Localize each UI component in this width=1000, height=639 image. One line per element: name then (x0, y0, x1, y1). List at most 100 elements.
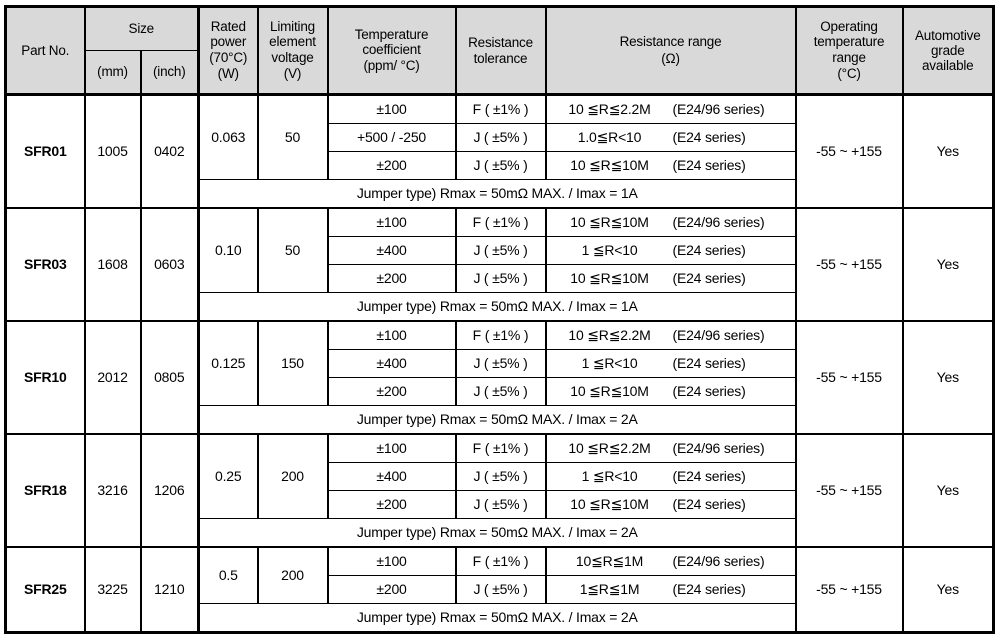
part-no-cell: SFR03 (4, 207, 86, 322)
rated-power-cell: 0.25 (197, 433, 259, 519)
resistance-range-cell: 10 ≦R≦2.2M (E24/96 series) (544, 320, 797, 350)
range-series: (E24 series) (672, 468, 746, 485)
temp-coeff-cell: ±200 (326, 575, 457, 604)
tolerance-cell: J ( ±5% ) (454, 264, 547, 293)
temp-coeff-cell: ±200 (326, 377, 457, 406)
size-mm-cell: 3225 (83, 546, 142, 633)
temp-coeff-cell: ±200 (326, 264, 457, 293)
automotive-cell: Yes (901, 433, 995, 548)
jumper-row: Jumper type) Rmax = 50mΩ MAX. / Imax = 1… (6, 292, 994, 322)
range-value: 1 ≦R<10 (581, 242, 638, 259)
spec-row: SFR18 3216 1206 0.25 200 ±100 F ( ±1% ) 10 ≦R≦2… (4, 433, 995, 548)
range-series: (E24 series) (672, 581, 746, 598)
range-series: (E24/96 series) (672, 101, 765, 118)
spec-row: ±200 J ( ±5% ) 10 ≦R≦10M (E24 series) (6, 151, 994, 180)
spec-row: SFR03 1608 0603 0.10 50 ±100 F ( ±1% ) 10 ≦R≦10… (4, 207, 995, 322)
range-value: 10 ≦R≦10M (570, 270, 649, 287)
resistance-range-cell: 1≦R≦1M (E24 series) (544, 575, 797, 604)
range-value: 1≦R≦1M (579, 581, 640, 598)
resistance-range-cell: 1 ≦R<10 (E24 series) (544, 349, 797, 378)
tolerance-cell: J ( ±5% ) (454, 462, 547, 491)
range-series: (E24 series) (672, 157, 746, 174)
range-value: 1.0≦R<10 (577, 129, 642, 146)
tolerance-cell: J ( ±5% ) (454, 123, 547, 152)
spec-row: ±200 J ( ±5% ) 10 ≦R≦10M (E24 series) (6, 490, 994, 519)
range-series: (E24/96 series) (672, 553, 765, 570)
size-mm-cell: 1608 (83, 207, 142, 322)
spec-row: SFR01 1005 0402 0.063 50 ±100 F ( ±1% ) 10 ≦R≦2… (4, 93, 995, 209)
header-limiting-voltage: Limiting element voltage (V) (256, 6, 329, 96)
range-value: 10 ≦R≦2.2M (568, 101, 651, 118)
op-temp-cell: -55 ~ +155 (794, 433, 904, 548)
op-temp-cell: -55 ~ +155 (794, 207, 904, 322)
temp-coeff-cell: ±200 (326, 151, 457, 180)
size-mm-cell: 2012 (83, 320, 142, 435)
header-range-unit: (Ω) (661, 50, 680, 66)
automotive-cell: Yes (901, 546, 995, 633)
part-no-cell: SFR10 (4, 320, 86, 435)
jumper-note-cell: Jumper type) Rmax = 50mΩ MAX. / Imax = 1… (197, 179, 797, 209)
range-value: 10 ≦R≦10M (570, 214, 649, 231)
tolerance-cell: F ( ±1% ) (454, 320, 547, 350)
jumper-note-cell: Jumper type) Rmax = 50mΩ MAX. / Imax = 1… (197, 292, 797, 322)
header-tolerance: Resistance tolerance (454, 6, 547, 96)
range-value: 1 ≦R<10 (581, 468, 638, 485)
header-size: Size (83, 6, 200, 51)
header-limiting-voltage-unit: (V) (283, 65, 302, 81)
range-series: (E24 series) (672, 496, 746, 513)
rated-power-cell: 0.063 (197, 93, 259, 180)
range-series: (E24 series) (672, 129, 746, 146)
op-temp-cell: -55 ~ +155 (794, 320, 904, 435)
rated-power-cell: 0.125 (197, 320, 259, 406)
automotive-cell: Yes (901, 320, 995, 435)
range-series: (E24 series) (672, 242, 746, 259)
header-rated-power: Rated power (70°C) (W) (197, 6, 259, 96)
size-inch-cell: 0805 (140, 320, 200, 435)
automotive-cell: Yes (901, 207, 995, 322)
size-inch-cell: 1206 (140, 433, 200, 548)
range-value: 10 ≦R≦10M (570, 496, 649, 513)
header-temp-coeff-unit: (ppm/ °C) (363, 58, 420, 74)
spec-row: ±400 J ( ±5% ) 1 ≦R<10 (E24 series) (6, 462, 994, 491)
range-value: 10≦R≦1M (575, 553, 644, 570)
spec-row: ±200 J ( ±5% ) 1≦R≦1M (E24 series) (6, 575, 994, 604)
size-mm-cell: 3216 (83, 433, 142, 548)
size-inch-cell: 1210 (140, 546, 200, 633)
table-header: Part No. Size Rated power (70°C) (W) Limi… (4, 6, 995, 96)
resistance-range-cell: 1 ≦R<10 (E24 series) (544, 462, 797, 491)
tolerance-cell: J ( ±5% ) (454, 236, 547, 265)
header-size-mm: (mm) (83, 50, 142, 96)
part-no-cell: SFR01 (4, 93, 86, 209)
size-inch-cell: 0603 (140, 207, 200, 322)
resistance-range-cell: 10 ≦R≦2.2M (E24/96 series) (544, 93, 797, 124)
header-size-inch: (inch) (140, 50, 200, 96)
spec-row: ±400 J ( ±5% ) 1 ≦R<10 (E24 series) (6, 236, 994, 265)
range-value: 10 ≦R≦10M (570, 383, 649, 400)
spec-row: ±200 J ( ±5% ) 10 ≦R≦10M (E24 series) (6, 377, 994, 406)
tolerance-cell: F ( ±1% ) (454, 546, 547, 576)
jumper-note-cell: Jumper type) Rmax = 50mΩ MAX. / Imax = 2… (197, 603, 797, 633)
jumper-note-cell: Jumper type) Rmax = 50mΩ MAX. / Imax = 2… (197, 518, 797, 548)
limiting-voltage-cell: 200 (256, 546, 329, 604)
temp-coeff-cell: ±100 (326, 546, 457, 576)
part-no-cell: SFR18 (4, 433, 86, 548)
automotive-cell: Yes (901, 93, 995, 209)
range-value: 1 ≦R<10 (581, 355, 638, 372)
resistance-range-cell: 10 ≦R≦10M (E24 series) (544, 490, 797, 519)
temp-coeff-cell: +500 / -250 (326, 123, 457, 152)
header-temp-coeff: Temperature coefficient (ppm/ °C) (326, 6, 457, 96)
range-value: 10 ≦R≦2.2M (568, 440, 651, 457)
resistance-range-cell: 10≦R≦1M (E24/96 series) (544, 546, 797, 576)
header-rated-power-unit: (W) (217, 65, 239, 81)
rated-power-cell: 0.5 (197, 546, 259, 604)
range-series: (E24 series) (672, 383, 746, 400)
table-body: SFR01 1005 0402 0.063 50 ±100 F ( ±1% ) 10 ≦R≦2… (4, 93, 995, 633)
range-value: 10 ≦R≦2.2M (568, 327, 651, 344)
spec-row: ±200 J ( ±5% ) 10 ≦R≦10M (E24 series) (6, 264, 994, 293)
jumper-row: Jumper type) Rmax = 50mΩ MAX. / Imax = 2… (6, 518, 994, 548)
spec-row: SFR10 2012 0805 0.125 150 ±100 F ( ±1% ) 10 ≦R≦… (4, 320, 995, 435)
op-temp-cell: -55 ~ +155 (794, 546, 904, 633)
range-series: (E24/96 series) (672, 214, 765, 231)
temp-coeff-cell: ±400 (326, 349, 457, 378)
